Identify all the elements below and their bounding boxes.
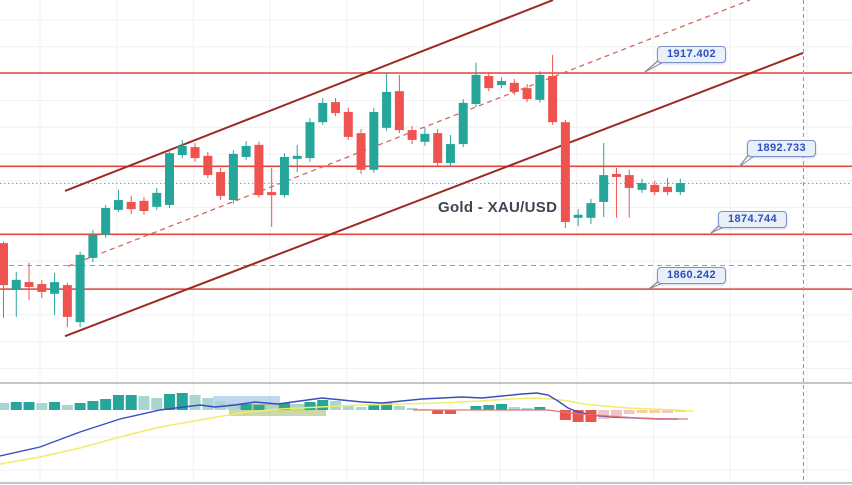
price-label-1860[interactable]: 1860.242 [657,267,727,284]
price-label-1892[interactable]: 1892.733 [747,140,817,157]
price-label-1874[interactable]: 1874.744 [718,211,788,228]
symbol-label[interactable]: Gold - XAU/USD [438,199,558,216]
price-label-1917[interactable]: 1917.402 [657,46,727,63]
